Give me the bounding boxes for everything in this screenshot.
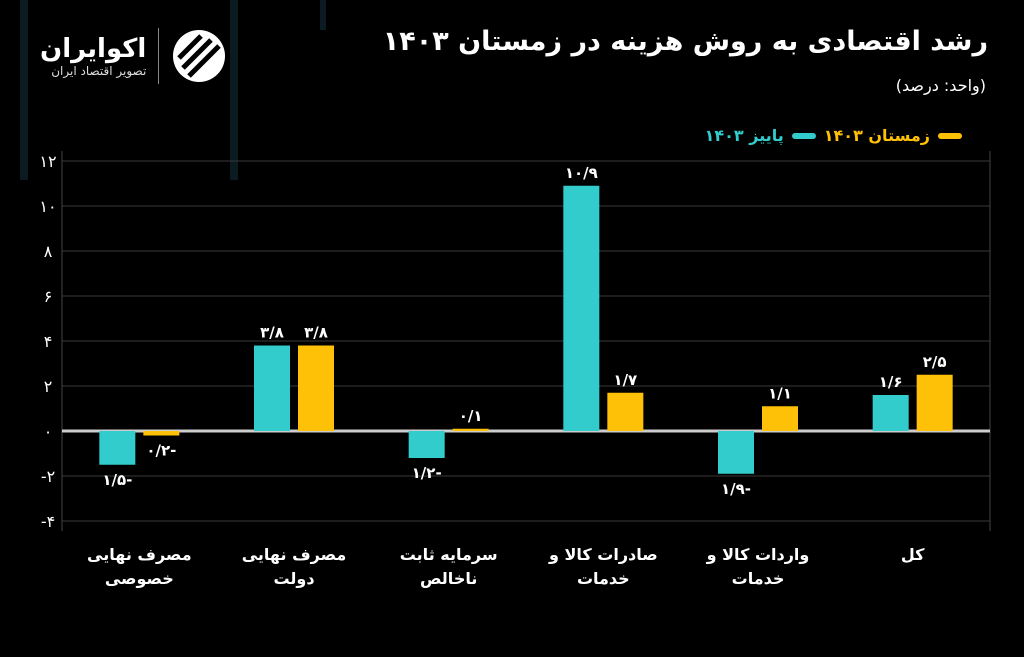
logo-name: اکوایران xyxy=(40,34,147,64)
data-label: ۰/۱ xyxy=(459,407,483,425)
y-tick-label: ۸ xyxy=(44,242,53,261)
bar-winter xyxy=(452,428,489,431)
data-label: ۲/۵ xyxy=(923,353,947,371)
data-label: ۳/۸ xyxy=(260,324,284,342)
background-decoration xyxy=(230,0,238,180)
y-tick-label: ۱۰ xyxy=(39,197,56,216)
legend-label-autumn: پاییز ۱۴۰۳ xyxy=(704,126,784,145)
legend-label-winter: زمستان ۱۴۰۳ xyxy=(823,126,930,145)
bar-autumn xyxy=(872,395,909,431)
y-tick-label: ۱۲ xyxy=(39,152,56,171)
bar-autumn xyxy=(408,431,445,458)
bar-autumn xyxy=(563,185,600,431)
x-category-label: صادرات کالا و xyxy=(548,545,658,564)
background-decoration xyxy=(20,0,28,180)
data-label: -۱/۹ xyxy=(721,480,751,498)
bar-winter xyxy=(143,431,180,436)
y-tick-label: ۰ xyxy=(44,422,53,441)
legend: زمستان ۱۴۰۳ پاییز ۱۴۰۳ xyxy=(705,126,962,145)
bar-winter xyxy=(762,406,798,431)
background-decoration xyxy=(320,0,326,30)
x-category-label: ناخالص xyxy=(420,569,477,588)
y-tick-label: -۲ xyxy=(41,467,55,486)
logo-tagline: تصویر اقتصاد ایران xyxy=(51,64,147,78)
chart-title: رشد اقتصادی به روش هزینه در زمستان ۱۴۰۳ xyxy=(382,26,988,57)
logo-icon xyxy=(173,30,226,82)
chart-subtitle: (واحد: درصد) xyxy=(895,76,986,95)
x-category-label: کل xyxy=(901,545,925,564)
logo: اکوایران تصویر اقتصاد ایران xyxy=(40,28,227,84)
x-category-label: خدمات xyxy=(577,569,630,588)
x-category-label: واردات کالا و xyxy=(706,545,810,564)
x-category-label: مصرف نهایی xyxy=(242,545,347,564)
x-category-label: خصوصی xyxy=(105,569,174,588)
data-label: ۱/۷ xyxy=(613,371,637,389)
data-label: ۱/۱ xyxy=(768,384,792,402)
data-label: -۱/۲ xyxy=(412,464,442,482)
bar-winter xyxy=(298,345,334,431)
x-category-label: دولت xyxy=(273,569,314,588)
x-category-label: خدمات xyxy=(732,569,785,588)
x-category-label: سرمایه ثابت xyxy=(400,545,498,564)
bar-winter xyxy=(916,374,953,431)
legend-swatch-autumn xyxy=(791,132,816,139)
logo-divider xyxy=(158,28,160,84)
y-tick-label: ۲ xyxy=(44,377,53,396)
bar-winter xyxy=(607,392,644,431)
data-label: ۳/۸ xyxy=(304,324,328,342)
x-category-label: مصرف نهایی xyxy=(87,545,192,564)
legend-swatch-winter xyxy=(938,132,962,139)
data-label: ۱/۶ xyxy=(879,373,903,391)
bar-autumn xyxy=(718,431,754,474)
data-label: -۱/۵ xyxy=(102,471,132,489)
y-tick-label: ۴ xyxy=(44,332,53,351)
y-tick-label: -۴ xyxy=(41,512,55,531)
y-tick-label: ۶ xyxy=(44,287,53,306)
data-label: ۱۰/۹ xyxy=(565,164,598,182)
bar-autumn xyxy=(99,431,136,465)
data-label: -۰/۲ xyxy=(146,442,176,460)
bar-autumn xyxy=(254,345,290,431)
